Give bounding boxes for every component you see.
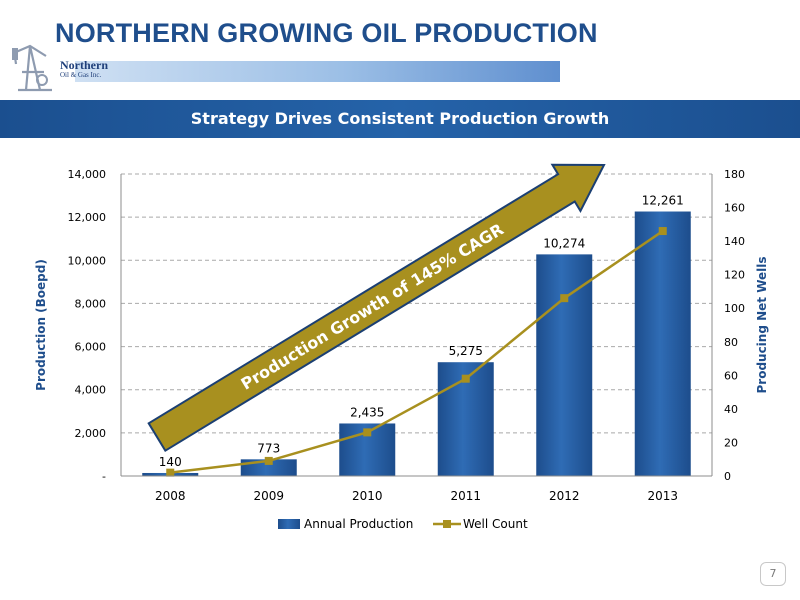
bar-2013 [634,211,691,477]
gridlines [121,173,712,434]
y2-tick-label: 100 [724,302,745,315]
company-logo-text: Northern Oil & Gas Inc. [60,59,108,79]
y2-tick-label: 120 [724,269,745,282]
page-number: 7 [760,562,786,586]
bar-value-label: 5,275 [449,344,483,358]
y-tick-label: 6,000 [75,341,107,354]
well-count-marker-2008 [166,468,175,477]
legend-swatch-marker [443,520,451,528]
y-tick-label: 12,000 [68,211,107,224]
y-tick-label: 2,000 [75,427,107,440]
production-chart: 140 773 2,435 5,275 10,274 12,261 - 2,000 4,000… [34,163,769,531]
y2-tick-label: 160 [724,202,745,215]
bar-value-label: 2,435 [350,405,384,419]
x-tick-label: 2013 [647,489,678,503]
logo-line2: Oil & Gas Inc. [60,71,102,79]
well-count-marker-2013 [658,227,667,236]
pumpjack-logo-icon [12,44,52,92]
bar-value-label: 140 [159,455,182,469]
y2-tick-label: 180 [724,168,745,181]
y2-axis-title: Producing Net Wells [755,256,769,393]
bar-value-label: 773 [257,441,280,455]
legend-swatch-production [278,519,300,529]
bar-value-label: 10,274 [543,236,585,250]
y-tick-label: - [102,470,106,483]
y-tick-label: 14,000 [68,168,107,181]
x-tick-label: 2010 [352,489,383,503]
axes: - 2,000 4,000 6,000 8,000 10,000 12,000 14,000 0… [34,168,769,503]
y-tick-label: 4,000 [75,384,107,397]
y2-tick-label: 80 [724,336,738,349]
x-tick-label: 2008 [155,489,186,503]
bars: 140 773 2,435 5,275 10,274 12,261 [142,194,691,477]
well-count-marker-2009 [264,456,273,465]
subtitle-banner: Strategy Drives Consistent Production Gr… [0,100,800,138]
bar-2012 [536,254,593,476]
y-axis-title: Production (Boepd) [34,259,48,391]
well-count-marker-2010 [363,428,372,437]
well-count-line [166,227,667,477]
y2-tick-label: 60 [724,369,738,382]
y2-tick-label: 20 [724,436,738,449]
well-count-marker-2011 [461,374,470,383]
x-tick-label: 2009 [253,489,284,503]
x-tick-label: 2011 [450,489,481,503]
subtitle-text: Strategy Drives Consistent Production Gr… [190,109,610,128]
page-title: NORTHERN GROWING OIL PRODUCTION [55,18,598,48]
well-count-polyline [170,230,664,474]
title-underline-bar [75,61,560,82]
y2-tick-label: 40 [724,403,738,416]
legend-label-production: Annual Production [304,517,413,531]
x-tick-label: 2012 [549,489,580,503]
y2-tick-label: 0 [724,470,731,483]
legend-label-wells: Well Count [463,517,528,531]
y-tick-label: 8,000 [75,297,107,310]
logo-line1: Northern [60,58,108,72]
well-count-marker-2012 [560,294,569,303]
growth-arrow-body [147,163,606,453]
y2-tick-label: 140 [724,235,745,248]
y-tick-label: 10,000 [68,254,107,267]
bar-value-label: 12,261 [642,194,684,208]
legend: Annual Production Well Count [278,517,528,531]
